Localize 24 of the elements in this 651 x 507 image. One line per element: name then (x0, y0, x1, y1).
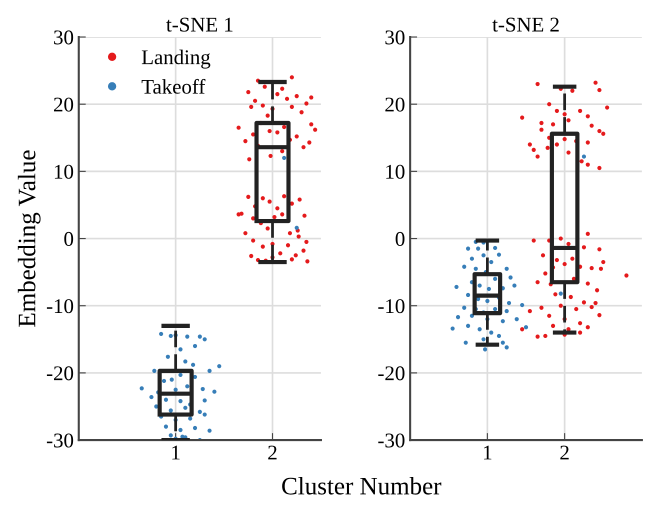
y-tick-label: 0 (396, 232, 404, 246)
x-tick-label: 1 (172, 446, 180, 460)
x-tick-label: 2 (560, 446, 569, 460)
chart-title: t-SNE 1 (166, 18, 232, 32)
y-tick-label: 0 (64, 232, 74, 246)
x-axis-title: Cluster Number (282, 476, 442, 495)
y-tick-label: -20 (46, 366, 74, 380)
y-tick-label: -20 (378, 366, 404, 380)
legend-label: Takeoff (142, 78, 206, 94)
legend-label: Landing (142, 50, 210, 69)
chart-title: t-SNE 2 (492, 18, 559, 32)
y-tick-label: -10 (46, 299, 74, 314)
y-tick-label: 10 (386, 164, 404, 179)
y-tick-label: 20 (54, 98, 74, 112)
y-tick-label: 20 (385, 98, 404, 112)
y-tick-label: 30 (385, 30, 404, 44)
y-tick-label: 30 (54, 30, 74, 44)
x-tick-label: 2 (268, 446, 277, 460)
y-tick-label: -10 (378, 299, 404, 314)
y-axis-title: Embedding Value (18, 150, 41, 327)
y-tick-label: -30 (46, 433, 74, 448)
y-tick-label: 10 (54, 164, 74, 179)
y-tick-label: -30 (378, 433, 404, 448)
x-tick-label: 1 (484, 446, 492, 460)
